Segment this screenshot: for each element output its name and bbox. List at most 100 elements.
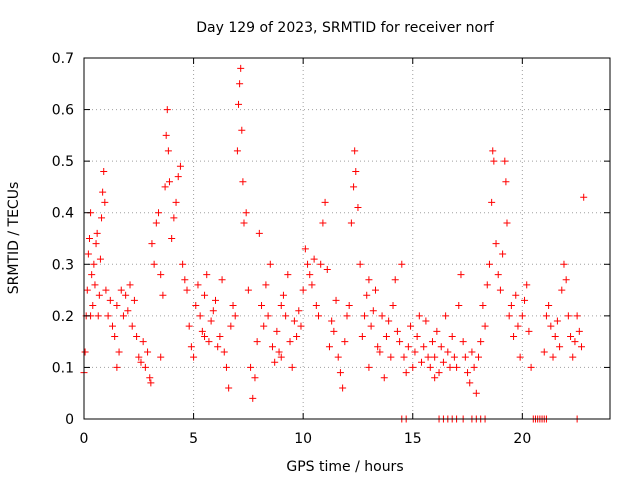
data-point: [174, 173, 182, 181]
data-point: [89, 302, 97, 310]
data-point: [323, 265, 331, 273]
data-point: [85, 235, 93, 242]
data-point: [231, 312, 239, 320]
data-point: [439, 358, 447, 366]
data-point: [351, 147, 359, 155]
data-point: [170, 214, 178, 222]
data-point: [382, 332, 390, 340]
data-point: [95, 291, 103, 299]
data-point: [545, 302, 553, 310]
data-point: [321, 198, 329, 206]
x-tick-label: 20: [513, 431, 531, 447]
x-tick-label: 10: [294, 431, 312, 447]
data-point: [277, 353, 285, 361]
data-point: [352, 167, 360, 175]
data-point: [237, 64, 245, 72]
data-point: [578, 343, 586, 351]
axis-ticks: [83, 57, 610, 420]
data-point: [525, 327, 533, 335]
data-point: [453, 363, 461, 371]
data-point: [477, 338, 485, 346]
data-point: [569, 353, 577, 361]
data-point: [183, 286, 191, 294]
data-point: [411, 348, 419, 356]
data-point: [330, 327, 338, 335]
data-point: [92, 240, 100, 248]
data-point: [514, 322, 522, 330]
data-point: [422, 317, 430, 325]
data-point: [564, 312, 572, 320]
x-tick-label: 0: [80, 431, 89, 447]
data-point: [481, 322, 489, 330]
data-point: [310, 255, 318, 263]
data-point: [242, 209, 250, 217]
data-point: [396, 338, 404, 346]
data-point: [297, 322, 305, 330]
data-point: [540, 348, 548, 356]
data-point: [457, 271, 465, 279]
data-point: [503, 219, 511, 227]
data-point: [398, 260, 406, 268]
data-point: [404, 343, 412, 351]
data-point: [115, 348, 123, 356]
chart-title: Day 129 of 2023, SRMTID for receiver nor…: [196, 20, 495, 36]
tick-labels: 0 0.1 0.2 0.3 0.4 0.5 0.6 0.7 0 5 10 15 20: [52, 51, 532, 447]
data-point: [117, 286, 125, 294]
data-point: [196, 312, 204, 320]
data-point: [99, 188, 107, 196]
data-point: [433, 327, 441, 335]
data-point: [448, 332, 456, 340]
y-tick-label: 0.2: [52, 309, 74, 325]
data-point: [418, 358, 426, 366]
data-point: [150, 260, 158, 268]
data-point: [560, 260, 568, 268]
data-point: [413, 332, 421, 340]
data-point: [240, 219, 248, 227]
data-point: [133, 332, 141, 340]
data-point: [562, 276, 570, 284]
data-point: [490, 157, 498, 165]
data-point: [141, 363, 149, 371]
data-point: [391, 276, 399, 284]
data-point: [101, 198, 109, 206]
data-point: [119, 312, 127, 320]
data-point: [363, 291, 371, 299]
data-point: [139, 338, 147, 346]
data-point: [461, 353, 469, 361]
data-point: [227, 322, 235, 330]
data-point: [220, 348, 228, 356]
data-point: [100, 167, 108, 175]
data-point: [209, 307, 217, 315]
data-point: [163, 106, 171, 114]
data-point: [575, 327, 583, 335]
data-point: [551, 332, 559, 340]
data-point: [192, 302, 200, 310]
data-point: [345, 302, 353, 310]
data-point: [235, 100, 243, 108]
data-point: [369, 307, 377, 315]
data-point: [308, 281, 316, 289]
data-point: [400, 353, 408, 361]
data-point: [367, 322, 375, 330]
data-point: [312, 302, 320, 310]
data-point: [407, 322, 415, 330]
data-point: [365, 363, 373, 371]
data-point: [306, 271, 314, 279]
data-point: [365, 276, 373, 284]
data-point: [378, 312, 386, 320]
data-point: [468, 348, 476, 356]
data-points: [80, 64, 588, 423]
data-point: [571, 338, 579, 346]
data-point: [523, 281, 531, 289]
data-point: [494, 271, 502, 279]
data-point: [290, 317, 298, 325]
data-point: [470, 363, 478, 371]
data-point: [354, 204, 362, 212]
y-tick-label: 0.4: [52, 206, 74, 222]
data-point: [510, 332, 518, 340]
data-point: [157, 353, 165, 361]
data-point: [201, 332, 209, 340]
data-point: [553, 317, 561, 325]
data-point: [402, 369, 410, 377]
data-point: [459, 338, 467, 346]
